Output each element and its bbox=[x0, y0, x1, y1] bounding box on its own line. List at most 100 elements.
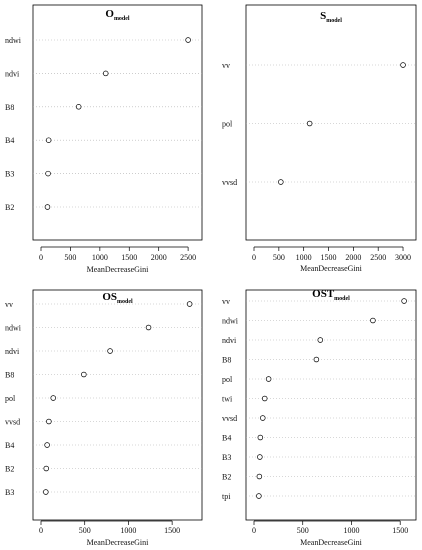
title-main: O bbox=[105, 8, 114, 20]
x-axis-label: MeanDecreaseGini bbox=[87, 538, 150, 547]
x-tick-label: 2000 bbox=[345, 253, 361, 262]
title-subscript: model bbox=[326, 18, 342, 24]
category-label: pol bbox=[222, 375, 233, 384]
category-label: vvsd bbox=[222, 414, 237, 423]
data-point bbox=[102, 70, 109, 77]
data-point bbox=[317, 337, 324, 343]
category-label: B3 bbox=[5, 488, 14, 497]
data-point bbox=[261, 395, 268, 402]
chart-panel-1: Omodel ndwi ndvi B8 B4 B3 B2 0 500 1000 1500 2000 25… bbox=[5, 4, 203, 274]
category-label: ndvi bbox=[222, 336, 237, 345]
category-label: tpi bbox=[222, 492, 231, 501]
data-point bbox=[43, 465, 49, 472]
category-label: B8 bbox=[5, 371, 14, 380]
data-point bbox=[306, 120, 313, 127]
data-point bbox=[43, 489, 49, 495]
category-label: vv bbox=[5, 300, 13, 309]
plot-frame bbox=[245, 4, 417, 241]
category-label: vvsd bbox=[222, 178, 237, 187]
category-label: ndwi bbox=[222, 317, 239, 326]
chart-panel-3: OSmodel vv ndwi ndvi B8 pol vvsd B4 B2 B3 0 500 1000… bbox=[5, 289, 203, 547]
data-point bbox=[257, 454, 263, 460]
category-label: B2 bbox=[222, 473, 231, 482]
x-tick-label: 500 bbox=[64, 253, 76, 262]
x-tick-label: 500 bbox=[79, 526, 91, 535]
data-point bbox=[46, 418, 52, 425]
category-label: pol bbox=[5, 394, 16, 403]
chart-title: Smodel bbox=[320, 10, 342, 24]
category-label: B2 bbox=[5, 203, 14, 212]
x-tick-label: 0 bbox=[39, 253, 43, 262]
plot-frame bbox=[32, 4, 203, 241]
data-point bbox=[400, 62, 406, 68]
x-tick-label: 1000 bbox=[120, 526, 136, 535]
data-point bbox=[75, 104, 82, 110]
data-point bbox=[45, 170, 51, 177]
plot-frame bbox=[245, 289, 417, 521]
x-tick-label: 3000 bbox=[395, 253, 411, 262]
x-tick-label: 1000 bbox=[92, 253, 108, 262]
category-label: B3 bbox=[5, 170, 14, 179]
x-tick-label: 2500 bbox=[180, 253, 196, 262]
x-tick-label: 0 bbox=[39, 526, 43, 535]
category-label: vv bbox=[222, 297, 230, 306]
x-axis-label: MeanDecreaseGini bbox=[300, 538, 363, 547]
title-subscript: model bbox=[114, 16, 130, 22]
category-label: twi bbox=[222, 395, 233, 404]
data-point bbox=[278, 179, 284, 185]
category-label: pol bbox=[222, 120, 233, 129]
category-label: vv bbox=[222, 61, 230, 70]
x-tick-label: 1500 bbox=[392, 526, 408, 535]
x-tick-label: 1500 bbox=[321, 253, 337, 262]
data-point bbox=[260, 415, 266, 421]
data-point bbox=[401, 298, 407, 304]
x-tick-label: 1500 bbox=[121, 253, 137, 262]
category-label: B2 bbox=[5, 465, 14, 474]
x-tick-label: 1000 bbox=[343, 526, 359, 535]
data-point bbox=[44, 442, 50, 448]
x-tick-label: 2500 bbox=[370, 253, 386, 262]
data-point bbox=[256, 473, 263, 480]
category-label: vvsd bbox=[5, 418, 20, 427]
plot-frame bbox=[32, 289, 203, 521]
data-point bbox=[257, 434, 264, 441]
x-axis-label: MeanDecreaseGini bbox=[87, 265, 150, 274]
data-point bbox=[107, 348, 113, 354]
title-subscript: model bbox=[334, 296, 350, 302]
category-label: B8 bbox=[5, 103, 14, 112]
x-tick-label: 2000 bbox=[151, 253, 167, 262]
chart-panel-4: OSTmodel vv ndwi ndvi B8 pol twi vvsd B4 B3 B2 tpi 0… bbox=[222, 288, 417, 547]
data-point bbox=[265, 376, 272, 382]
category-label: B8 bbox=[222, 356, 231, 365]
data-point bbox=[81, 371, 87, 378]
data-point bbox=[50, 395, 56, 401]
chart-title: Omodel bbox=[105, 8, 130, 22]
x-tick-label: 1000 bbox=[296, 253, 312, 262]
x-tick-label: 1500 bbox=[164, 526, 180, 535]
data-point bbox=[45, 137, 52, 143]
data-point bbox=[370, 317, 376, 324]
data-point bbox=[185, 37, 191, 43]
title-main: OST bbox=[312, 288, 335, 300]
title-main: S bbox=[320, 10, 326, 22]
data-point bbox=[44, 204, 51, 210]
category-label: B3 bbox=[222, 453, 231, 462]
category-label: ndvi bbox=[5, 69, 20, 78]
x-tick-label: 0 bbox=[252, 253, 256, 262]
chart-title: OSmodel bbox=[102, 291, 133, 305]
x-tick-label: 500 bbox=[273, 253, 285, 262]
x-tick-label: 0 bbox=[252, 526, 256, 535]
x-tick-label: 500 bbox=[297, 526, 309, 535]
category-label: B4 bbox=[5, 136, 14, 145]
title-main: OS bbox=[102, 291, 117, 303]
category-label: B4 bbox=[222, 434, 231, 443]
category-label: ndwi bbox=[5, 324, 22, 333]
title-subscript: model bbox=[117, 299, 133, 305]
chart-title: OSTmodel bbox=[312, 288, 350, 302]
category-label: ndvi bbox=[5, 347, 20, 356]
category-label: B4 bbox=[5, 441, 14, 450]
data-point bbox=[145, 324, 152, 331]
data-point bbox=[186, 301, 193, 307]
category-label: ndwi bbox=[5, 36, 22, 45]
